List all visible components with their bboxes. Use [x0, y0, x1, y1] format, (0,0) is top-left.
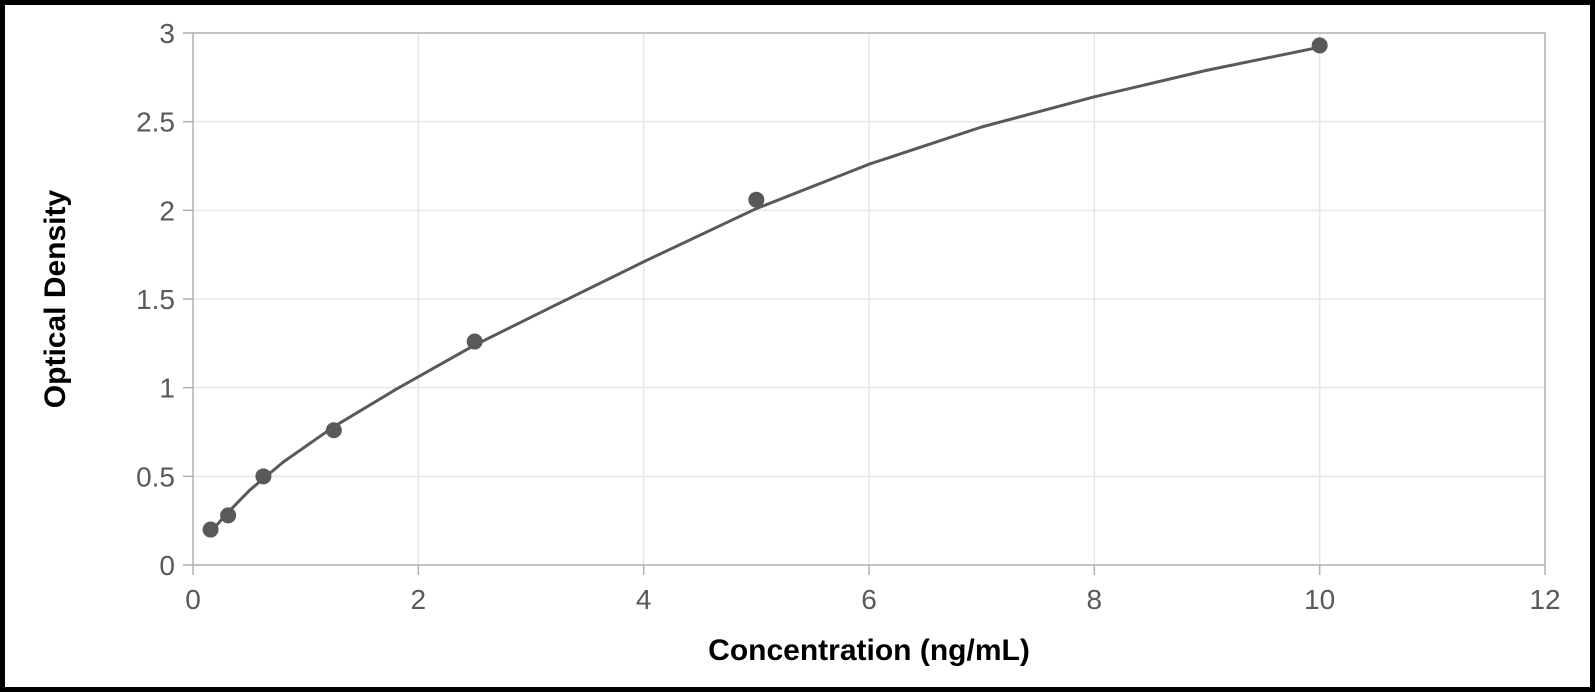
data-point — [220, 507, 236, 523]
y-tick-label: 1 — [159, 373, 175, 404]
x-tick-label: 10 — [1304, 584, 1335, 615]
x-tick-label: 8 — [1087, 584, 1103, 615]
y-tick-label: 0.5 — [136, 461, 175, 492]
chart-outer-frame: 0 2 4 6 8 10 12 0 0.5 1 1.5 2 2.5 3 Optical Density Con… — [0, 0, 1595, 692]
y-axis-label: Optical Density — [39, 189, 72, 408]
x-tick-label: 0 — [185, 584, 201, 615]
y-tick-label: 2 — [159, 195, 175, 226]
data-point — [467, 334, 483, 350]
data-point — [203, 522, 219, 538]
data-point — [748, 192, 764, 208]
x-tick-label: 4 — [636, 584, 652, 615]
data-point — [326, 422, 342, 438]
x-axis-label: Concentration (ng/mL) — [708, 634, 1030, 667]
y-tick-label: 3 — [159, 18, 175, 49]
data-point — [1312, 37, 1328, 53]
x-tick-label: 6 — [861, 584, 877, 615]
data-point — [255, 468, 271, 484]
chart-svg: 0 2 4 6 8 10 12 0 0.5 1 1.5 2 2.5 3 Optical Density Con… — [5, 5, 1590, 687]
y-tick-label: 0 — [159, 550, 175, 581]
x-tick-label: 12 — [1529, 584, 1560, 615]
x-tick-label: 2 — [411, 584, 427, 615]
y-tick-label: 1.5 — [136, 284, 175, 315]
y-tick-label: 2.5 — [136, 107, 175, 138]
